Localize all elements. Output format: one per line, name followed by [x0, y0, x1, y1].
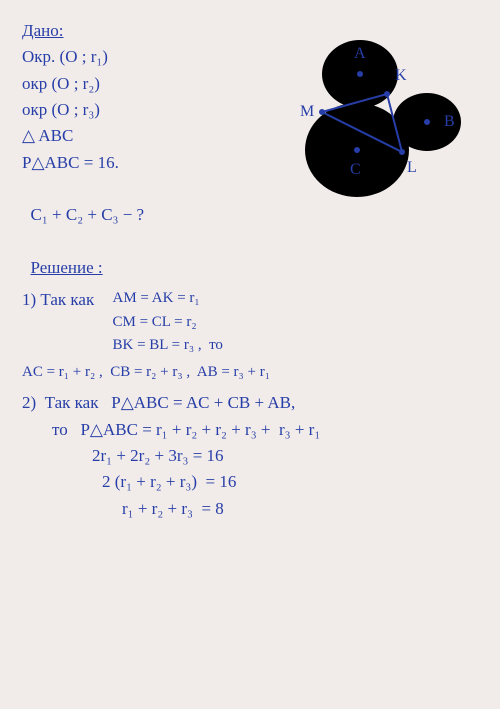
step2-lead: 2) Так как P△ABC = AC + CB + AB, [22, 390, 478, 416]
label-K: K [395, 67, 407, 84]
step2-line4: 2 (r₁ + r₂ + r₃) = 16 [102, 469, 478, 495]
section-solution-title: Решение : [31, 258, 103, 277]
step1-eq-1: AM = AK = r₁ [112, 287, 222, 310]
question-line: C₁ + C₂ + C₃ − ? [31, 205, 145, 224]
step1-eq-3: BK = BL = r₃ , то [112, 334, 222, 357]
tangent-circles-diagram: A B C K L M [272, 22, 482, 240]
step1-lead: 1) Так как [22, 290, 94, 309]
label-C: C [350, 161, 361, 178]
label-M: M [300, 103, 314, 120]
section-given-title: Дано: [22, 21, 63, 40]
step2-line5: r₁ + r₂ + r₃ = 8 [122, 496, 478, 522]
label-A: A [354, 45, 366, 62]
label-B: B [444, 113, 455, 130]
step2-line3: 2r₁ + 2r₂ + 3r₃ = 16 [92, 443, 478, 469]
step2-then: то P△ABC = r₁ + r₂ + r₂ + r₃ + r₃ + r₁ [52, 417, 478, 443]
step1-eq-2: CM = CL = r₂ [112, 311, 222, 334]
step1-conclusion: AC = r₁ + r₂ , CB = r₂ + r₃ , AB = r₃ + … [22, 361, 478, 384]
label-L: L [407, 159, 417, 176]
